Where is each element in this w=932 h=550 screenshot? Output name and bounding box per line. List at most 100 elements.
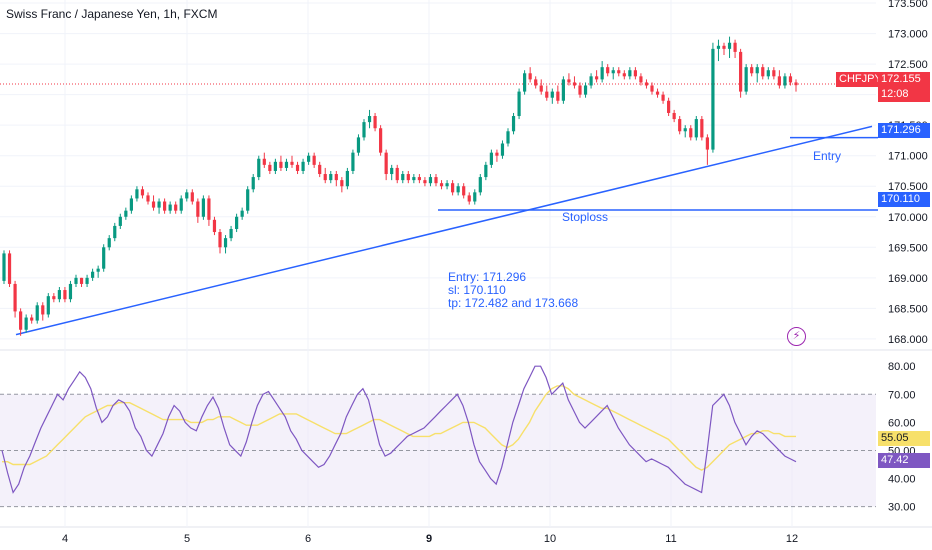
candle-body [24, 317, 28, 330]
rsi-ma-line [2, 385, 796, 471]
candle-body [301, 161, 305, 171]
time-tick-label: 4 [62, 533, 68, 545]
candle-body [218, 232, 222, 248]
candle-body [528, 73, 532, 80]
candle-body [329, 174, 333, 181]
rsi-ma-tag: 55.05 [878, 431, 930, 446]
candle-body [312, 155, 316, 165]
candle-body [7, 253, 12, 284]
candle-body [523, 73, 527, 92]
price-tick-label: 170.500 [888, 181, 928, 193]
candle-body [534, 79, 538, 86]
candle-body [201, 198, 205, 217]
candle-body [739, 51, 743, 92]
candle-body [74, 277, 78, 284]
candle-body [583, 85, 588, 95]
candle-body [35, 305, 39, 321]
lightning-icon[interactable]: ⚡ [787, 327, 806, 346]
candle-body [196, 201, 200, 217]
candle-body [345, 170, 349, 187]
candle-body [777, 76, 781, 86]
candle-body [611, 70, 615, 74]
candle-body [733, 42, 737, 52]
candle-body [295, 164, 300, 171]
candle-body [595, 76, 599, 80]
price-tick-label: 173.500 [888, 0, 928, 10]
candle-body [556, 91, 560, 101]
candle-body [212, 219, 217, 233]
candle-body [644, 82, 649, 86]
candle-body [46, 296, 50, 315]
candle-body [451, 183, 455, 193]
candle-body [766, 70, 770, 77]
price-tick-label: 171.000 [888, 151, 928, 163]
price-tick-label: 169.000 [888, 273, 928, 285]
candle-body [246, 189, 250, 211]
candle-body [163, 201, 167, 211]
candle-body [395, 167, 399, 181]
candle-body [96, 268, 100, 272]
candle-body [102, 247, 106, 269]
drawing-lines [0, 83, 878, 336]
candle-body [500, 143, 505, 156]
candle-body [168, 204, 172, 211]
candle-body [140, 189, 145, 196]
candle-body [617, 70, 621, 74]
candle-body [716, 45, 721, 49]
candle-body [2, 253, 6, 281]
price-tick-label: 168.000 [888, 334, 928, 346]
candle-body [63, 290, 67, 300]
candle-body [390, 167, 394, 175]
candle-body [307, 155, 311, 162]
candle-body [279, 161, 283, 168]
candle-body [589, 76, 593, 86]
candle-body [755, 67, 759, 74]
candle-body [257, 158, 261, 178]
rsi-tick-label: 40.00 [888, 474, 916, 486]
candle-body [606, 67, 610, 74]
candle-body [462, 186, 466, 196]
candle-body [467, 195, 471, 202]
candle-body [384, 152, 388, 175]
candle-body [113, 225, 117, 239]
candle-body [185, 192, 189, 199]
candle-body [672, 112, 676, 120]
candle-body [351, 152, 355, 171]
candle-body [428, 177, 433, 184]
candle-body [683, 128, 687, 132]
candle-body [423, 180, 427, 184]
candle-body [290, 161, 294, 165]
candle-body [661, 94, 665, 101]
candle-body [367, 116, 372, 123]
candle-body [495, 152, 499, 156]
candle-body [473, 192, 477, 202]
candle-body [235, 216, 239, 229]
candle-body [650, 85, 654, 92]
symbol-tag: CHFJPY [836, 72, 882, 87]
candle-body [445, 183, 449, 187]
candle-body [85, 277, 89, 284]
candle-body [744, 67, 748, 92]
candle-body [561, 79, 565, 101]
candle-body [794, 82, 798, 86]
last-price-tag: 172.155 [878, 72, 930, 87]
candle-body [456, 186, 460, 193]
candle-body [761, 67, 765, 77]
candle-body [340, 180, 344, 187]
candle-body [506, 131, 510, 144]
trend-line [15, 125, 873, 336]
candle-body [151, 201, 156, 208]
candle-body [788, 76, 793, 83]
candle-body [417, 177, 421, 181]
candle-body [19, 311, 23, 330]
stoploss-label: Stoploss [562, 210, 609, 224]
candle-body [356, 137, 361, 153]
candle-body [284, 161, 289, 168]
candle-body [229, 228, 233, 239]
time-axis: 4 5 6 9 10 11 12 [62, 533, 798, 545]
candle-body [268, 164, 272, 171]
candle-body [550, 91, 554, 98]
countdown-tag: 12:08 [878, 87, 930, 102]
candle-body [179, 198, 183, 211]
candle-body [484, 164, 488, 178]
